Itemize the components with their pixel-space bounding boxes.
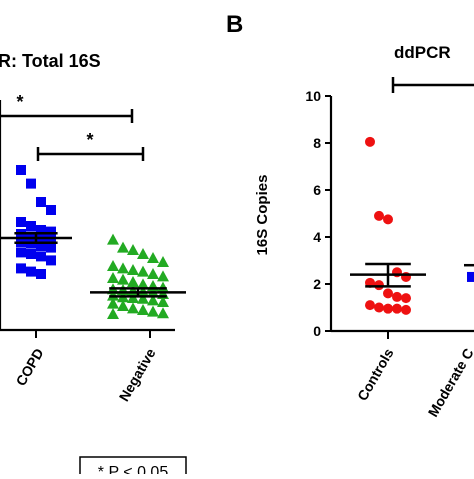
data-point (401, 293, 411, 304)
panel-b-points (365, 136, 474, 315)
data-point (137, 292, 149, 304)
data-point (26, 266, 36, 277)
data-point (147, 268, 159, 279)
y-tick-label: 10 (305, 88, 321, 104)
data-point (36, 197, 46, 207)
panel-b-letter: B (226, 11, 243, 38)
data-point (46, 234, 56, 245)
data-point (26, 221, 36, 231)
data-point (117, 273, 129, 285)
mean-sem-bar (0, 231, 72, 245)
panel-b-error-bars (350, 262, 474, 288)
data-point (147, 294, 159, 306)
data-point (127, 302, 139, 314)
data-point (137, 285, 149, 297)
x-label-controls: Controls (354, 345, 397, 403)
data-point (157, 307, 169, 319)
panel-a-title: R: Total 16S (0, 51, 101, 71)
footnote-text: * P < 0.05 (98, 464, 169, 474)
data-point (392, 291, 402, 302)
data-point (137, 304, 149, 315)
data-point (107, 272, 119, 283)
data-point (16, 165, 26, 175)
data-point (383, 303, 393, 314)
significance-bracket-outer: * (0, 92, 134, 123)
data-point (26, 178, 36, 189)
data-point (46, 226, 56, 237)
data-point (36, 251, 46, 262)
data-point (46, 255, 56, 266)
panel-b-y-ticks: 0 2 4 6 8 10 (305, 88, 331, 339)
data-point (107, 308, 119, 319)
data-point (383, 214, 393, 225)
significance-star-outer: * (16, 92, 23, 112)
data-point (147, 252, 159, 263)
data-point (365, 300, 375, 311)
x-label-copd: COPD (13, 346, 47, 389)
data-point (365, 136, 375, 147)
data-point (107, 260, 119, 271)
significance-bracket-inner: * (36, 130, 145, 161)
significance-star-inner: * (86, 130, 93, 150)
panel-b-title: ddPCR (394, 43, 451, 62)
significance-bracket-b (391, 77, 474, 93)
data-point (16, 263, 26, 274)
panel-a-error-bars (0, 231, 186, 298)
data-point (16, 247, 26, 258)
data-point (26, 231, 36, 242)
mean-sem-bar (350, 262, 426, 288)
data-point (392, 303, 402, 314)
data-point (137, 278, 149, 290)
data-point (374, 302, 384, 313)
data-point (26, 249, 36, 259)
data-point (16, 217, 26, 227)
data-point (137, 248, 149, 259)
data-point (137, 265, 149, 277)
data-point (157, 296, 169, 307)
data-point (107, 297, 119, 309)
data-point (117, 241, 129, 253)
data-point (127, 276, 139, 287)
data-point (117, 262, 129, 274)
y-tick-label: 0 (313, 323, 321, 339)
data-point (147, 305, 159, 317)
y-tick-label: 4 (313, 229, 321, 245)
data-point (157, 281, 169, 293)
data-point (127, 244, 139, 255)
y-axis-label: 16S Copies (254, 175, 271, 256)
panel-a: R: Total 16S * * COPD Negative * P < 0.0… (0, 51, 187, 479)
mean-sem-bar (90, 287, 186, 298)
data-point (157, 270, 169, 282)
data-point (107, 233, 119, 245)
panel-b: B ddPCR 16S Copies 0 2 4 6 8 10 Controls Mode… (226, 11, 474, 420)
data-point (401, 304, 411, 315)
x-label-negative: Negative (116, 345, 159, 404)
y-tick-label: 8 (313, 135, 321, 151)
y-tick-label: 6 (313, 182, 321, 198)
data-point (46, 205, 56, 215)
data-point (383, 288, 393, 299)
data-point (467, 271, 474, 282)
data-point (36, 269, 46, 279)
data-point (157, 256, 169, 267)
data-point (374, 210, 384, 221)
data-point (46, 242, 56, 253)
data-point (127, 264, 139, 275)
data-point (36, 241, 46, 251)
x-label-moderate: Moderate C (425, 346, 474, 420)
data-point (117, 300, 129, 311)
y-tick-label: 2 (313, 276, 321, 292)
data-point (36, 225, 46, 235)
data-point (107, 289, 119, 301)
